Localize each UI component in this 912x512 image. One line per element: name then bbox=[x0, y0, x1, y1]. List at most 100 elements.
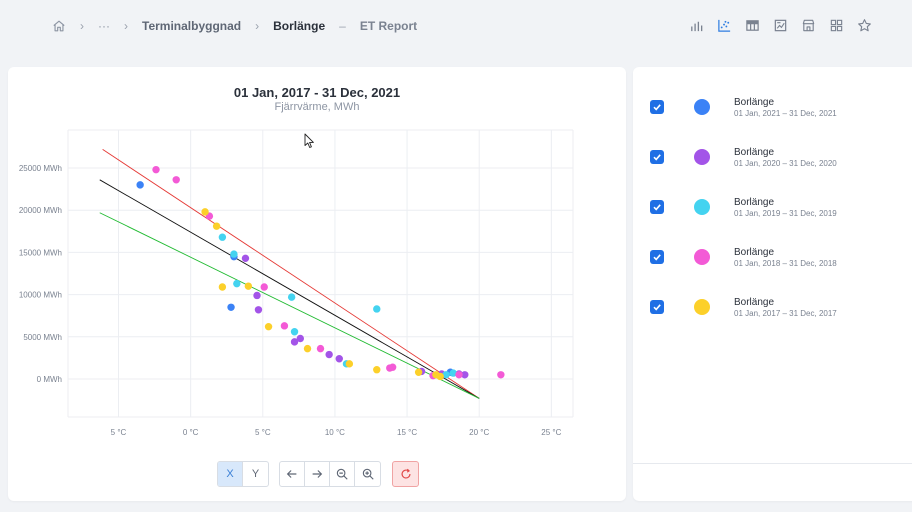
breadcrumb-item-borlange[interactable]: Borlänge bbox=[273, 19, 326, 33]
legend-checkbox[interactable] bbox=[650, 200, 664, 214]
legend-item[interactable]: Borlänge 01 Jan, 2021 – 31 Dec, 2021 bbox=[633, 90, 912, 130]
data-point bbox=[373, 305, 381, 313]
arrow-right-icon bbox=[312, 470, 323, 478]
home-icon bbox=[53, 20, 65, 32]
arrow-left-icon bbox=[286, 470, 297, 478]
data-point bbox=[244, 282, 253, 290]
reset-zoom-button[interactable] bbox=[393, 462, 418, 486]
series-color-dot bbox=[694, 149, 710, 165]
y-tick-label: 15000 MWh bbox=[19, 248, 62, 257]
breadcrumb: › ··· › Terminalbyggnad › Borlänge – ET … bbox=[52, 17, 417, 35]
data-point bbox=[233, 279, 241, 288]
legend-series-range: 01 Jan, 2021 – 31 Dec, 2021 bbox=[734, 109, 837, 118]
zoom-out-icon bbox=[336, 468, 348, 480]
data-point bbox=[227, 303, 235, 311]
breadcrumb-ellipsis[interactable]: ··· bbox=[98, 19, 110, 33]
legend-divider bbox=[633, 463, 912, 464]
zoom-in-icon bbox=[362, 468, 374, 480]
favorite-button[interactable] bbox=[854, 15, 874, 35]
chart-title: 01 Jan, 2017 - 31 Dec, 2021 bbox=[233, 85, 401, 100]
data-point bbox=[335, 355, 343, 363]
y-axis-button[interactable]: Y bbox=[251, 468, 260, 480]
series-color-dot bbox=[694, 249, 710, 265]
legend-checkbox[interactable] bbox=[650, 150, 664, 164]
data-point bbox=[201, 208, 209, 216]
bar-chart-icon bbox=[690, 21, 702, 31]
data-point bbox=[152, 165, 160, 174]
check-icon bbox=[653, 304, 661, 311]
store-icon bbox=[802, 19, 814, 31]
data-point bbox=[136, 181, 144, 189]
legend-item[interactable]: Borlänge 01 Jan, 2018 – 31 Dec, 2018 bbox=[633, 240, 912, 280]
axis-toggle: X Y bbox=[217, 461, 269, 487]
y-tick-label: 25000 MWh bbox=[19, 164, 62, 173]
chevron-right-icon: › bbox=[80, 19, 84, 33]
chevron-right-icon: › bbox=[255, 19, 260, 33]
data-point bbox=[230, 250, 238, 258]
x-tick-label: 5 °C bbox=[111, 428, 127, 437]
data-point bbox=[290, 328, 299, 336]
bar-chart-view-button[interactable] bbox=[686, 15, 706, 35]
y-tick-label: 5000 MWh bbox=[23, 333, 62, 342]
series-color-dot bbox=[694, 99, 710, 115]
store-view-button[interactable] bbox=[798, 15, 818, 35]
data-point bbox=[461, 371, 469, 379]
check-icon bbox=[653, 104, 661, 111]
chart-controls: X Y bbox=[8, 461, 626, 487]
x-tick-label: 0 °C bbox=[183, 428, 199, 437]
check-icon bbox=[653, 204, 661, 211]
navigation-buttons bbox=[279, 461, 381, 487]
legend-checkbox[interactable] bbox=[650, 100, 664, 114]
legend-item[interactable]: Borlänge 01 Jan, 2017 – 31 Dec, 2017 bbox=[633, 290, 912, 330]
scatter-chart-view-button[interactable] bbox=[714, 15, 734, 35]
data-point bbox=[414, 368, 423, 376]
data-point bbox=[442, 371, 450, 379]
check-icon bbox=[653, 154, 661, 161]
x-axis-button[interactable]: X bbox=[218, 462, 243, 486]
legend-series-name: Borlänge bbox=[734, 297, 775, 308]
legend-checkbox[interactable] bbox=[650, 250, 664, 264]
check-icon bbox=[653, 254, 661, 261]
chart-subtitle: Fjärrvärme, MWh bbox=[274, 101, 360, 113]
x-tick-label: 15 °C bbox=[397, 428, 417, 437]
trend-line bbox=[102, 149, 480, 399]
table-view-button[interactable] bbox=[742, 15, 762, 35]
table-icon bbox=[745, 19, 759, 31]
data-point bbox=[287, 293, 296, 301]
pan-right-button[interactable] bbox=[305, 462, 330, 486]
breadcrumb-item-report: ET Report bbox=[359, 19, 418, 33]
chart-card: 01 Jan, 2017 - 31 Dec, 2021 Fjärrvärme, … bbox=[8, 67, 626, 501]
legend-series-range: 01 Jan, 2017 – 31 Dec, 2017 bbox=[734, 309, 837, 318]
zoom-out-button[interactable] bbox=[330, 462, 355, 486]
legend-item[interactable]: Borlänge 01 Jan, 2019 – 31 Dec, 2019 bbox=[633, 190, 912, 230]
legend-series-range: 01 Jan, 2019 – 31 Dec, 2019 bbox=[734, 209, 837, 218]
refresh-icon bbox=[401, 468, 411, 479]
report-view-button[interactable] bbox=[770, 15, 790, 35]
legend-series-name: Borlänge bbox=[734, 197, 775, 208]
y-tick-label: 10000 MWh bbox=[19, 291, 62, 300]
series-color-dot bbox=[694, 299, 710, 315]
pan-left-button[interactable] bbox=[280, 462, 305, 486]
reset-group bbox=[392, 461, 419, 487]
zoom-in-button[interactable] bbox=[355, 462, 380, 486]
data-point bbox=[264, 322, 273, 331]
y-tick-label: 20000 MWh bbox=[19, 206, 62, 215]
legend-series-name: Borlänge bbox=[734, 247, 775, 258]
series-color-dot bbox=[694, 199, 710, 215]
legend-series-range: 01 Jan, 2018 – 31 Dec, 2018 bbox=[734, 259, 837, 268]
data-point bbox=[325, 350, 333, 359]
grid-view-button[interactable] bbox=[826, 15, 846, 35]
scatter-chart[interactable]: 5 °C 0 °C 5 °C 10 °C 15 °C 20 °C 25 °C 0 MWh 500… bbox=[8, 67, 626, 457]
legend-item[interactable]: Borlänge 01 Jan, 2020 – 31 Dec, 2020 bbox=[633, 140, 912, 180]
legend-series-name: Borlänge bbox=[734, 147, 775, 158]
x-tick-label: 5 °C bbox=[255, 428, 271, 437]
home-link[interactable] bbox=[52, 19, 66, 33]
breadcrumb-dash: – bbox=[339, 19, 346, 33]
data-point bbox=[218, 233, 227, 241]
breadcrumb-item-terminalbyggnad[interactable]: Terminalbyggnad bbox=[142, 19, 242, 33]
data-point bbox=[373, 366, 381, 374]
data-point bbox=[260, 283, 268, 291]
data-point bbox=[212, 222, 221, 230]
legend-checkbox[interactable] bbox=[650, 300, 664, 314]
data-point bbox=[218, 283, 227, 291]
